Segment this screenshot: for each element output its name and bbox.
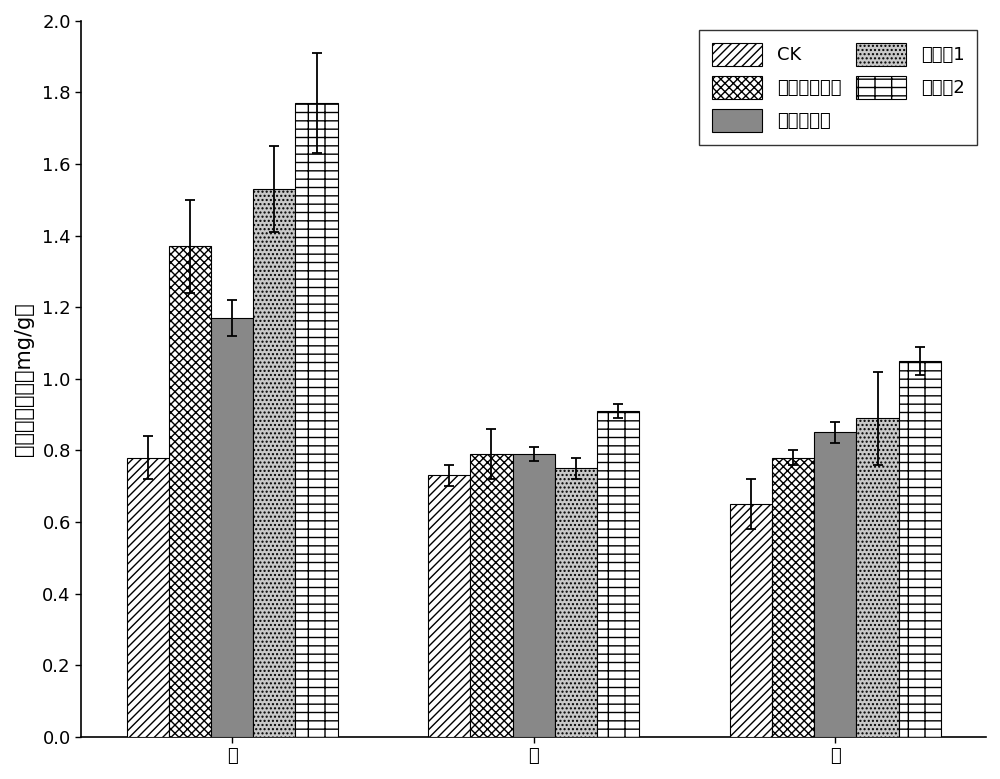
Bar (597, 411, 639, 737)
Bar (856, 418, 899, 737)
Bar (169, 246, 211, 737)
Bar (730, 504, 772, 737)
Bar (772, 457, 814, 737)
Y-axis label: 可溶性糖含量（mg/g）: 可溶性糖含量（mg/g） (14, 302, 34, 456)
Bar (814, 432, 856, 737)
Bar (513, 454, 555, 737)
Bar (127, 457, 169, 737)
Bar (211, 318, 253, 737)
Bar (253, 189, 295, 737)
Bar (428, 475, 470, 737)
Bar (899, 361, 941, 737)
Bar (555, 468, 597, 737)
Bar (295, 103, 338, 737)
Legend: CK, 荧光假单胞菌, 地芽孢杆菌, 复合菌1, 复合菌2: CK, 荧光假单胞菌, 地芽孢杆菌, 复合菌1, 复合菌2 (699, 30, 977, 145)
Bar (470, 454, 513, 737)
